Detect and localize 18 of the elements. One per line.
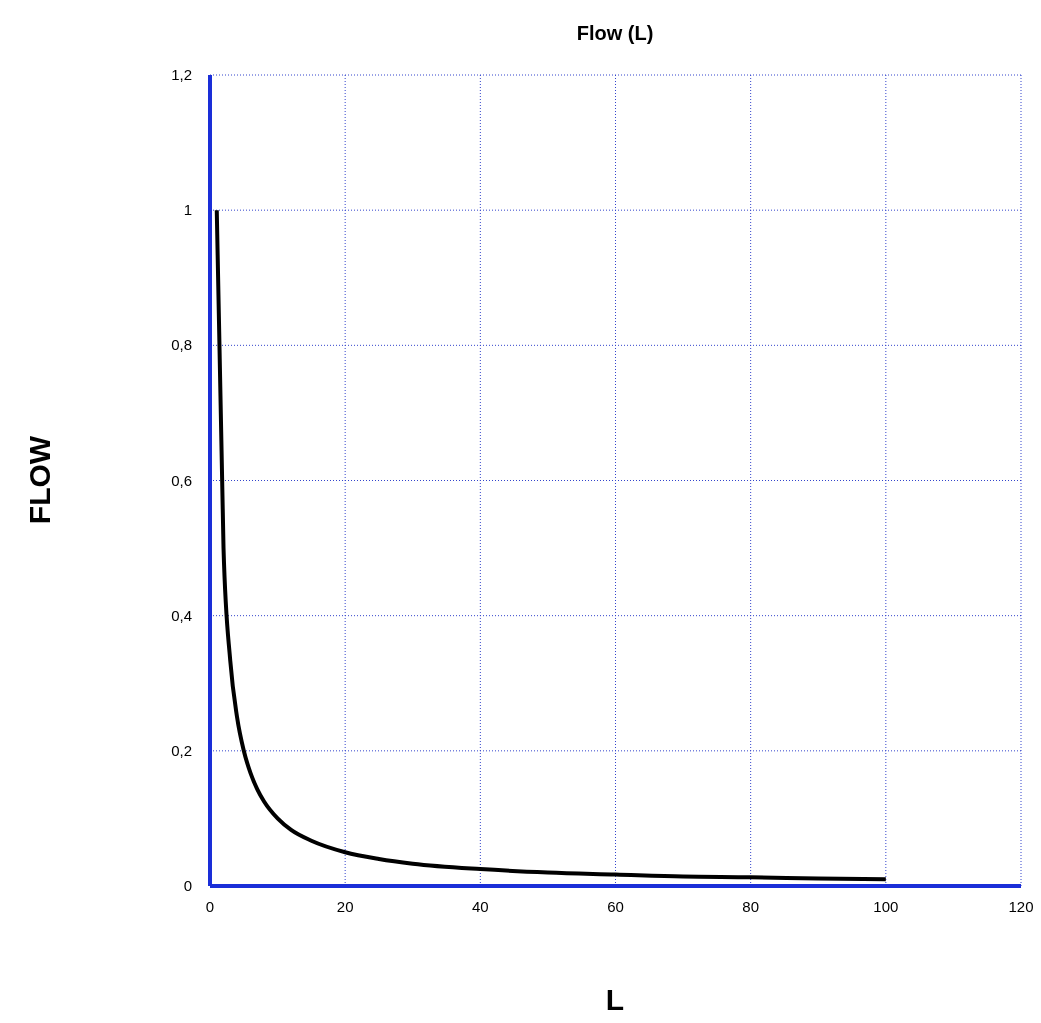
- y-tick-label: 0: [183, 877, 192, 894]
- chart-title: Flow (L): [576, 22, 654, 44]
- x-tick-label: 80: [742, 898, 760, 915]
- x-tick-label: 100: [873, 898, 899, 915]
- y-tick-label: 0,8: [171, 336, 192, 354]
- y-tick-label: 0,6: [171, 471, 192, 489]
- y-tick-label: 0,2: [171, 741, 192, 759]
- x-tick-label: 0: [205, 898, 215, 915]
- y-tick-label: 0,4: [171, 606, 192, 624]
- y-tick-label: 1,2: [171, 66, 192, 83]
- x-tick-label: 120: [1008, 898, 1034, 915]
- line-series: [214, 208, 888, 882]
- x-axis-title: L: [605, 983, 625, 1016]
- x-tick-label: 40: [471, 898, 489, 915]
- x-tick-label: 60: [607, 898, 624, 915]
- y-tick-label: 1: [183, 201, 192, 219]
- x-tick-label: 20: [336, 898, 354, 915]
- y-axis-title: FLOW: [23, 435, 56, 525]
